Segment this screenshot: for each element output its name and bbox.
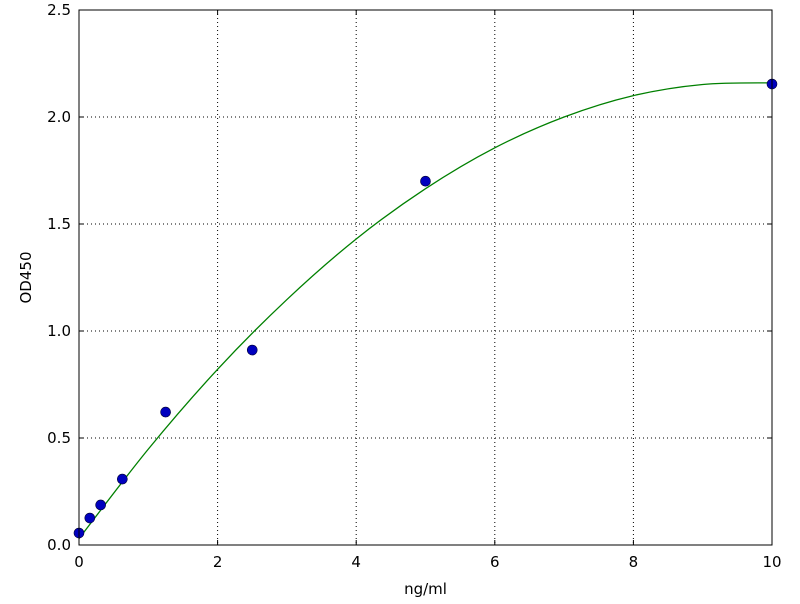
y-tick-label: 2.0 [47,108,71,126]
x-tick-label: 4 [351,553,361,571]
data-point [95,499,106,511]
fit-curve-layer [78,82,773,539]
y-tick-label: 0.5 [47,429,71,447]
grid [78,9,773,546]
fit-curve [78,82,773,539]
x-tick-label: 8 [629,553,639,571]
y-tick-label: 1.0 [47,322,71,340]
data-point [420,175,431,187]
points-layer [73,78,778,539]
data-point [84,512,96,524]
x-tick-label: 0 [74,553,84,571]
y-tick-label: 1.5 [47,215,71,233]
x-tick-label: 10 [762,553,781,571]
data-point [160,406,171,418]
y-axis-label: OD450 [17,252,35,304]
data-point [117,473,128,485]
x-tick-label: 2 [213,553,223,571]
y-tick-label: 2.5 [47,1,71,19]
data-point [246,344,258,356]
y-tick-label: 0.0 [47,536,71,554]
ticks: 0 2 4 6 8 10 0.0 0.5 1.0 1.5 2.0 2.5 [47,1,781,571]
x-tick-label: 6 [490,553,500,571]
plot-frame [78,9,773,546]
x-axis-label: ng/ml [404,580,447,598]
